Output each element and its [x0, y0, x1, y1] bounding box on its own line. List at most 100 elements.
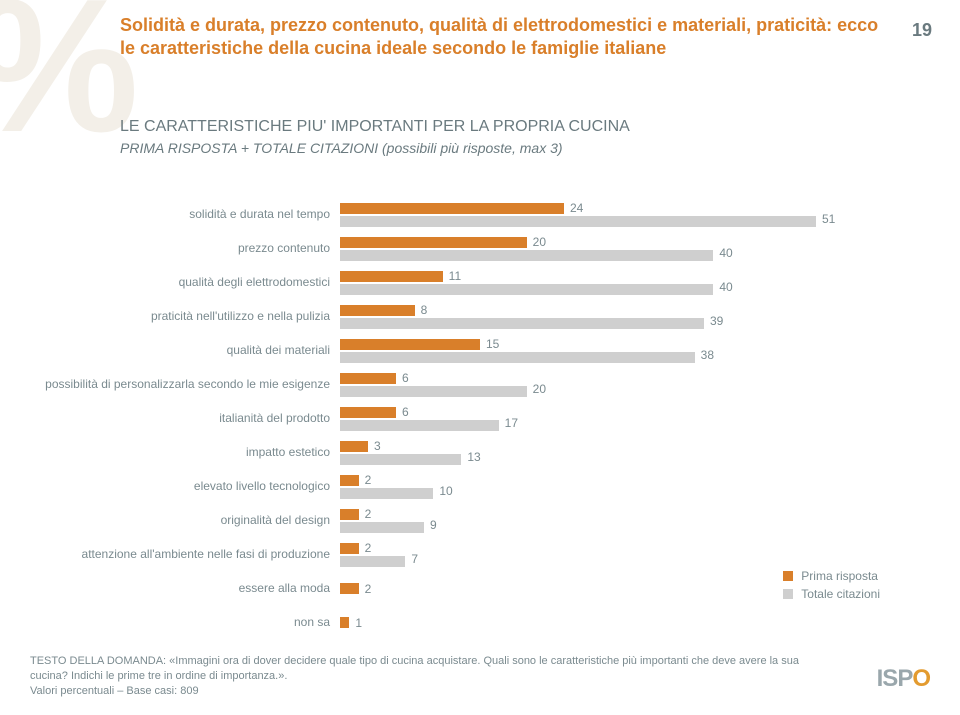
bar-prima — [340, 407, 396, 418]
bar-group: 3 13 — [340, 438, 900, 468]
value-prima: 24 — [570, 201, 583, 215]
value-totale: 38 — [701, 348, 714, 362]
legend-swatch — [783, 589, 793, 599]
chart-row: possibilità di personalizzarla secondo l… — [40, 370, 900, 400]
value-totale: 7 — [411, 552, 418, 566]
bar-totale — [340, 488, 433, 499]
chart-row: originalità del design29 — [40, 506, 900, 536]
bar-group: 2040 — [340, 234, 900, 264]
bar-group: 1538 — [340, 336, 900, 366]
value-prima: 1 — [355, 616, 362, 630]
category-label: italianità del prodotto — [40, 412, 340, 425]
value-totale: 20 — [533, 382, 546, 396]
value-prima: 8 — [421, 303, 428, 317]
bar-prima — [340, 373, 396, 384]
legend-label: Totale citazioni — [801, 587, 880, 601]
bar-group: 8 39 — [340, 302, 900, 332]
value-totale: 9 — [430, 518, 437, 532]
bar-group: 27 — [340, 540, 900, 570]
category-label: possibilità di personalizzarla secondo l… — [40, 378, 340, 391]
chart-row: prezzo contenuto2040 — [40, 234, 900, 264]
bar-group: 29 — [340, 506, 900, 536]
bar-totale — [340, 250, 713, 261]
bar-totale — [340, 318, 704, 329]
watermark-percent: % — [0, 0, 119, 142]
value-prima: 2 — [365, 582, 372, 596]
chart-row: solidità e durata nel tempo 24 51 — [40, 200, 900, 230]
chart-row: praticità nell'utilizzo e nella pulizia8… — [40, 302, 900, 332]
category-label: essere alla moda — [40, 582, 340, 595]
value-prima: 20 — [533, 235, 546, 249]
chart-row: elevato livello tecnologico210 — [40, 472, 900, 502]
category-label: attenzione all'ambiente nelle fasi di pr… — [40, 548, 340, 561]
value-prima: 6 — [402, 371, 409, 385]
bar-prima — [340, 339, 480, 350]
bar-totale — [340, 420, 499, 431]
value-totale: 51 — [822, 212, 835, 226]
value-totale: 39 — [710, 314, 723, 328]
bar-prima — [340, 475, 359, 486]
value-totale: 13 — [467, 450, 480, 464]
bar-prima — [340, 237, 527, 248]
value-prima: 11 — [449, 269, 461, 283]
category-label: non sa — [40, 616, 340, 629]
value-prima: 2 — [365, 541, 372, 555]
bar-prima — [340, 203, 564, 214]
chart-row: essere alla moda 2 — [40, 574, 900, 604]
bar-prima — [340, 583, 359, 594]
category-label: prezzo contenuto — [40, 242, 340, 255]
bar-prima — [340, 271, 443, 282]
bar-totale — [340, 386, 527, 397]
bar-group: 24 51 — [340, 200, 900, 230]
category-label: qualità degli elettrodomestici — [40, 276, 340, 289]
value-totale: 17 — [505, 416, 518, 430]
page-number: 19 — [912, 20, 932, 41]
bar-group: 6 20 — [340, 370, 900, 400]
footer-question-lead: TESTO DELLA DOMANDA: — [30, 655, 169, 667]
subtitle-line1: LE CARATTERISTICHE PIU' IMPORTANTI PER L… — [120, 118, 890, 136]
bar-group: 1 — [340, 608, 900, 638]
logo: ISPO — [877, 665, 930, 693]
bar-group: 6 17 — [340, 404, 900, 434]
footer-base: Valori percentuali – Base casi: 809 — [30, 685, 199, 697]
chart-row: attenzione all'ambiente nelle fasi di pr… — [40, 540, 900, 570]
value-prima: 6 — [402, 405, 409, 419]
value-totale: 10 — [439, 484, 452, 498]
value-prima: 2 — [365, 473, 372, 487]
title-block: Solidità e durata, prezzo contenuto, qua… — [120, 14, 890, 59]
category-label: praticità nell'utilizzo e nella pulizia — [40, 310, 340, 323]
value-totale: 40 — [719, 246, 732, 260]
chart-row: qualità dei materiali1538 — [40, 336, 900, 366]
category-label: originalità del design — [40, 514, 340, 527]
chart-row: italianità del prodotto 6 17 — [40, 404, 900, 434]
bar-chart: solidità e durata nel tempo 24 51 prezzo co… — [40, 200, 900, 615]
bar-prima — [340, 441, 368, 452]
subtitle-block: LE CARATTERISTICHE PIU' IMPORTANTI PER L… — [120, 118, 890, 156]
value-prima: 3 — [374, 439, 381, 453]
logo-o: O — [912, 665, 930, 692]
category-label: impatto estetico — [40, 446, 340, 459]
category-label: solidità e durata nel tempo — [40, 208, 340, 221]
chart-row: non sa 1 — [40, 608, 900, 638]
bar-group: 11 40 — [340, 268, 900, 298]
footer-text: TESTO DELLA DOMANDA: «Immagini ora di do… — [30, 654, 830, 699]
bar-totale — [340, 352, 695, 363]
bar-prima — [340, 509, 359, 520]
legend-label: Prima risposta — [801, 569, 878, 583]
bar-group: 2 10 — [340, 472, 900, 502]
value-prima: 15 — [486, 337, 499, 351]
bar-prima — [340, 305, 415, 316]
bar-totale — [340, 454, 461, 465]
bar-totale — [340, 522, 424, 533]
chart-legend: Prima risposta Totale citazioni — [783, 569, 880, 605]
bar-totale — [340, 284, 713, 295]
bar-totale — [340, 556, 405, 567]
value-prima: 2 — [365, 507, 372, 521]
chart-row: qualità degli elettrodomestici 11 40 — [40, 268, 900, 298]
legend-item: Totale citazioni — [783, 587, 880, 601]
value-totale: 40 — [719, 280, 732, 294]
logo-pre: ISP — [877, 665, 913, 692]
category-label: qualità dei materiali — [40, 344, 340, 357]
subtitle-line2: PRIMA RISPOSTA + TOTALE CITAZIONI (possi… — [120, 140, 890, 156]
main-title: Solidità e durata, prezzo contenuto, qua… — [120, 14, 890, 59]
